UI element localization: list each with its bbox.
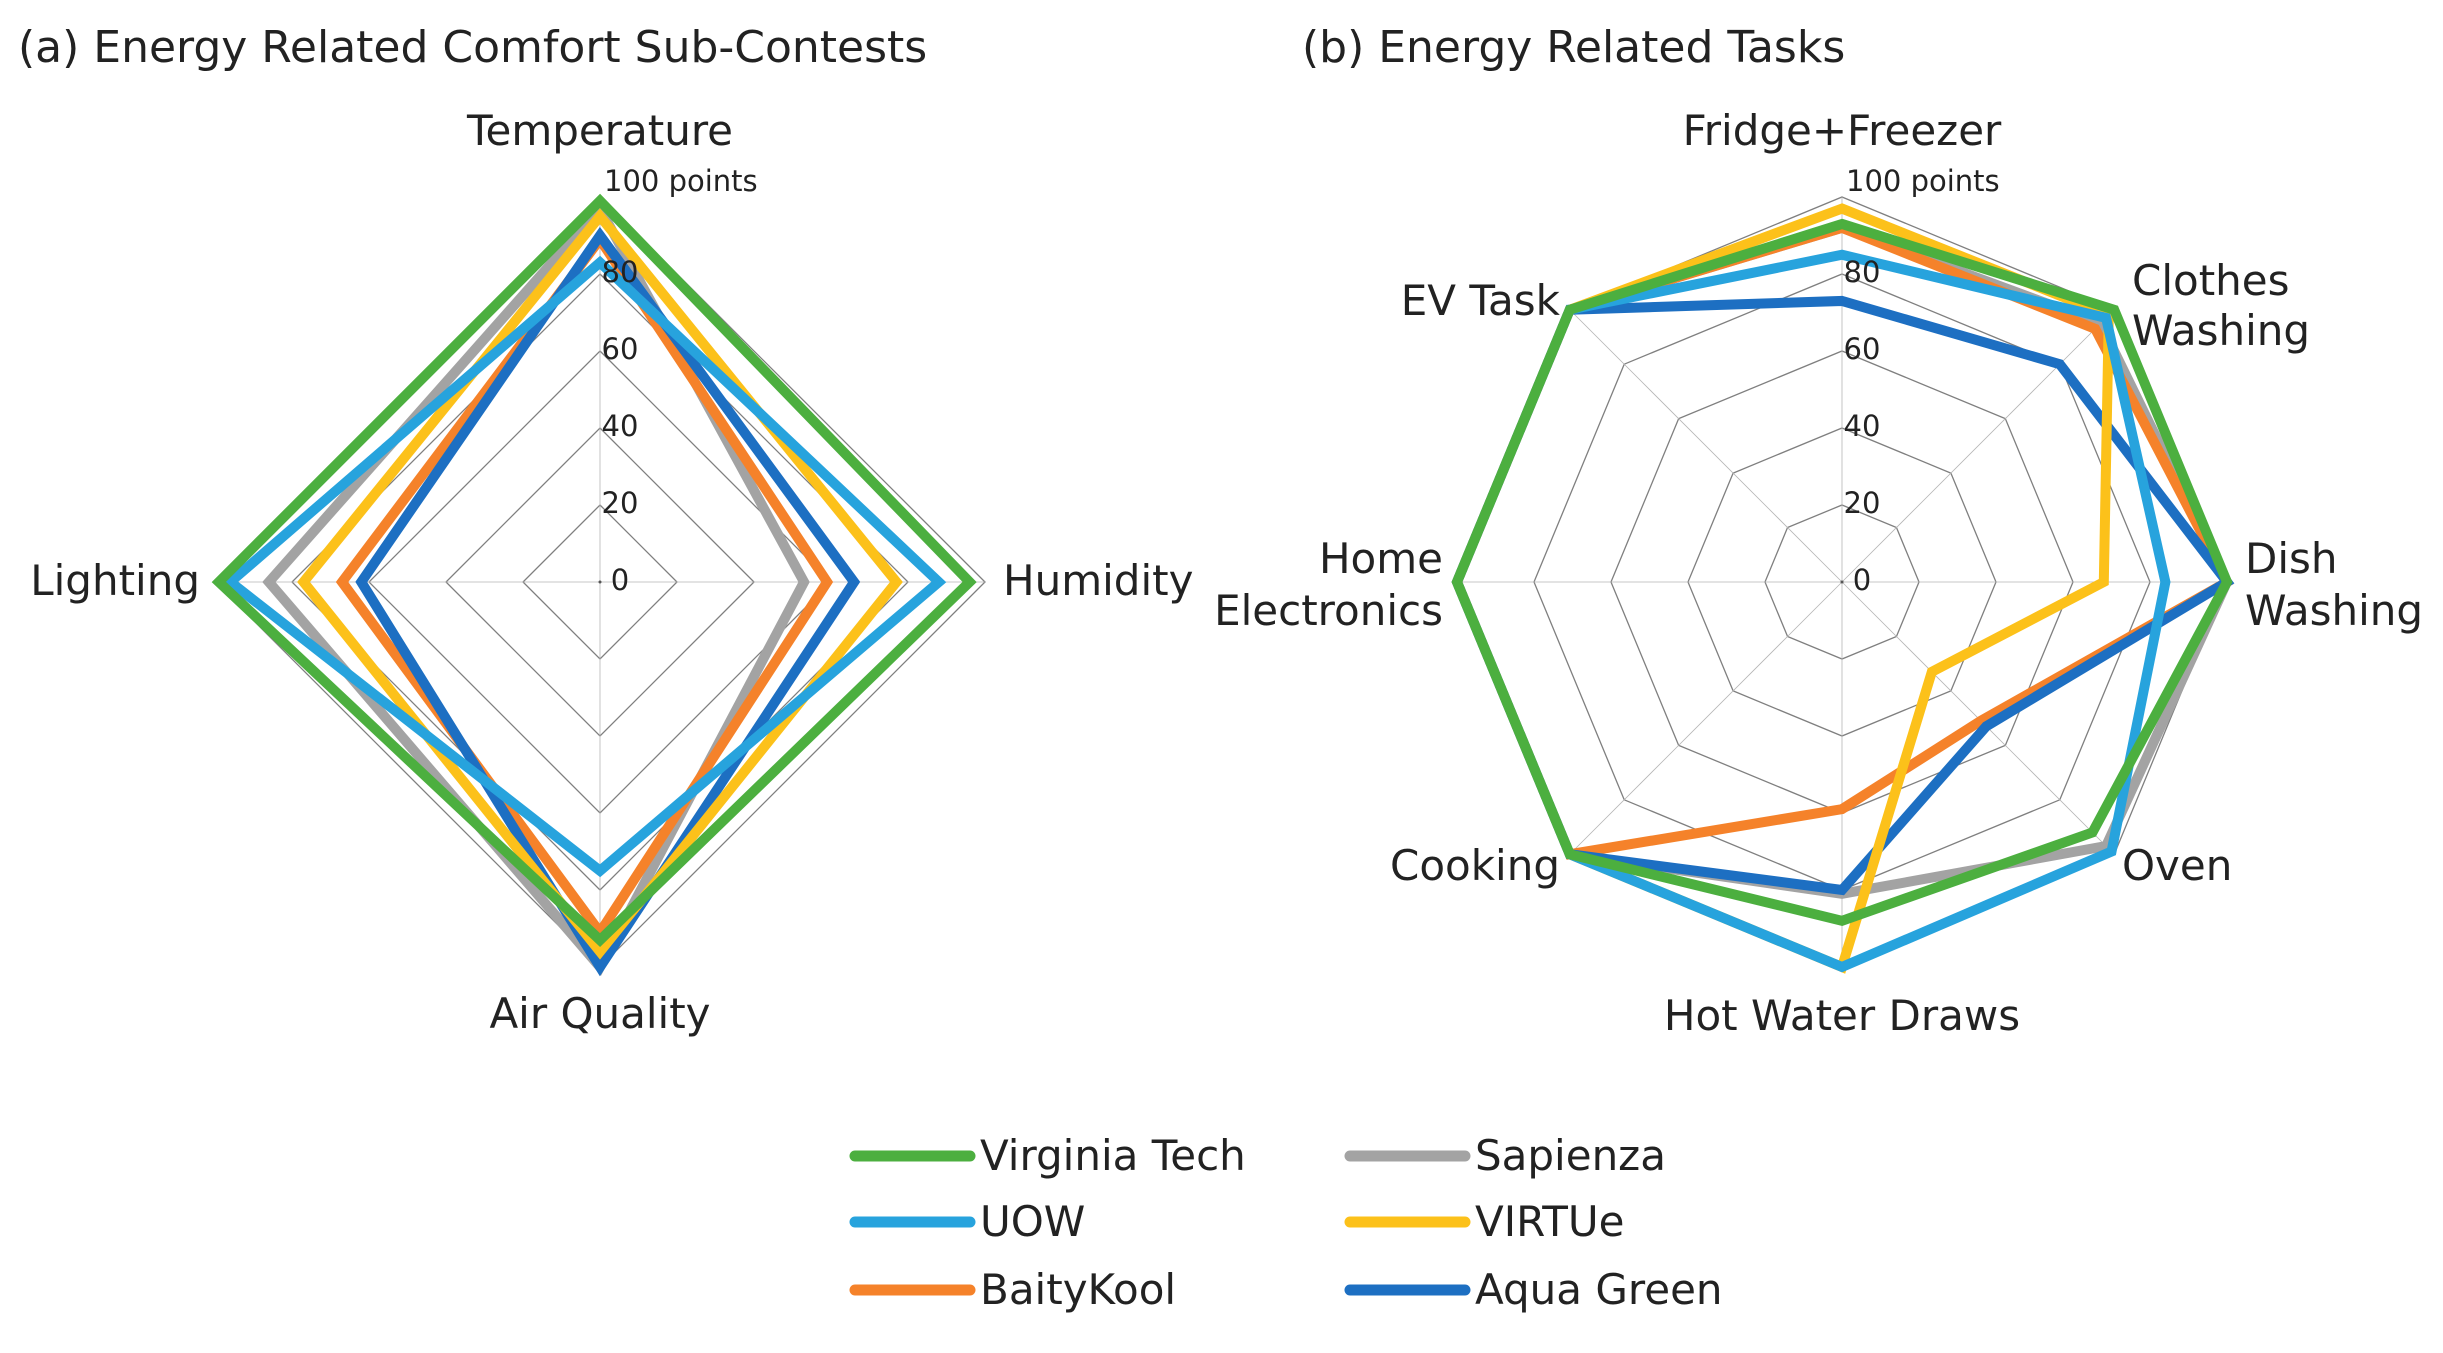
axis-label-home-electronics: Home Electronics [1214, 534, 1443, 635]
series-uow [222, 255, 947, 878]
spoke-clothes-washing [1841, 309, 2115, 583]
radial-tick-labels: 0 20 40 60 80 100 points [602, 164, 758, 597]
axis-label-clothes-washing: Clothes Washing [2132, 256, 2310, 355]
spoke-cooking [1569, 581, 1843, 855]
tick-label: 0 [611, 563, 629, 597]
legend-label: BaityKool [980, 1265, 1176, 1314]
axis-label-ev-task: EV Task [1401, 276, 1561, 325]
radar-series [211, 193, 977, 977]
legend-item-sapienza: Sapienza [1344, 1131, 1666, 1180]
legend-label: Sapienza [1475, 1131, 1666, 1180]
series-virtue [297, 208, 903, 960]
legend-label: Aqua Green [1475, 1265, 1723, 1314]
series-aqua-green [355, 226, 861, 977]
legend-label: UOW [980, 1197, 1085, 1246]
tick-label: 100 points [604, 164, 758, 198]
legend-item-baitykool: BaityKool [849, 1265, 1176, 1314]
tick-label: 40 [1844, 409, 1881, 443]
legend-label: VIRTUe [1475, 1197, 1624, 1246]
tick-label: 40 [602, 409, 639, 443]
legend-item-aqua-green: Aqua Green [1344, 1265, 1723, 1314]
axis-label-oven: Oven [2122, 841, 2232, 890]
chart-title-tasks: (b) Energy Related Tasks [1302, 22, 1845, 73]
axis-labels: Fridge+Freezer Clothes Washing Dish Washing O… [1214, 106, 2423, 1040]
radar-chart-comfort: (a) Energy Related Comfort Sub-Contests … [18, 22, 1193, 1038]
axis-labels: Temperature Humidity Air Quality Lighting [30, 106, 1193, 1038]
axis-label-hot-water-draws: Hot Water Draws [1664, 991, 2020, 1040]
radar-grid [214, 196, 986, 968]
spoke-ev-task [1569, 309, 1843, 583]
axis-label-temperature: Temperature [466, 106, 733, 155]
tick-label: 20 [602, 486, 639, 520]
tick-label: 60 [602, 332, 639, 366]
radar-series [1451, 203, 2235, 974]
tick-label: 100 points [1846, 164, 2000, 198]
axis-label-dish-washing: Dish Washing [2245, 534, 2423, 635]
legend-item-virtue: VIRTUe [1344, 1197, 1624, 1246]
series-virginia-tech [211, 193, 977, 947]
tick-label: 60 [1844, 332, 1881, 366]
radar-chart-tasks: (b) Energy Related Tasks 0 20 40 60 80 100 po… [1214, 22, 2423, 1040]
axis-label-lighting: Lighting [30, 556, 200, 605]
radial-tick-labels: 0 20 40 60 80 100 points [1844, 164, 2000, 597]
axis-label-cooking: Cooking [1390, 841, 1560, 890]
tick-label: 20 [1844, 486, 1881, 520]
tick-label: 80 [602, 255, 639, 289]
series-virginia-tech [1451, 218, 2233, 927]
tick-label: 80 [1844, 255, 1881, 289]
series-baitykool [335, 230, 834, 942]
tick-label: 0 [1853, 563, 1871, 597]
axis-label-humidity: Humidity [1003, 556, 1193, 605]
chart-title-comfort: (a) Energy Related Comfort Sub-Contests [18, 22, 927, 73]
center-dot [1840, 580, 1844, 584]
axis-label-fridge-freezer: Fridge+Freezer [1683, 106, 2002, 155]
legend-label: Virginia Tech [980, 1131, 1246, 1180]
center-dot [598, 580, 602, 584]
legend: Virginia Tech Sapienza UOW VIRTUe BaityKool A… [849, 1131, 1723, 1314]
legend-item-uow: UOW [849, 1197, 1085, 1246]
axis-label-air-quality: Air Quality [489, 989, 710, 1038]
legend-item-virginia-tech: Virginia Tech [849, 1131, 1246, 1180]
